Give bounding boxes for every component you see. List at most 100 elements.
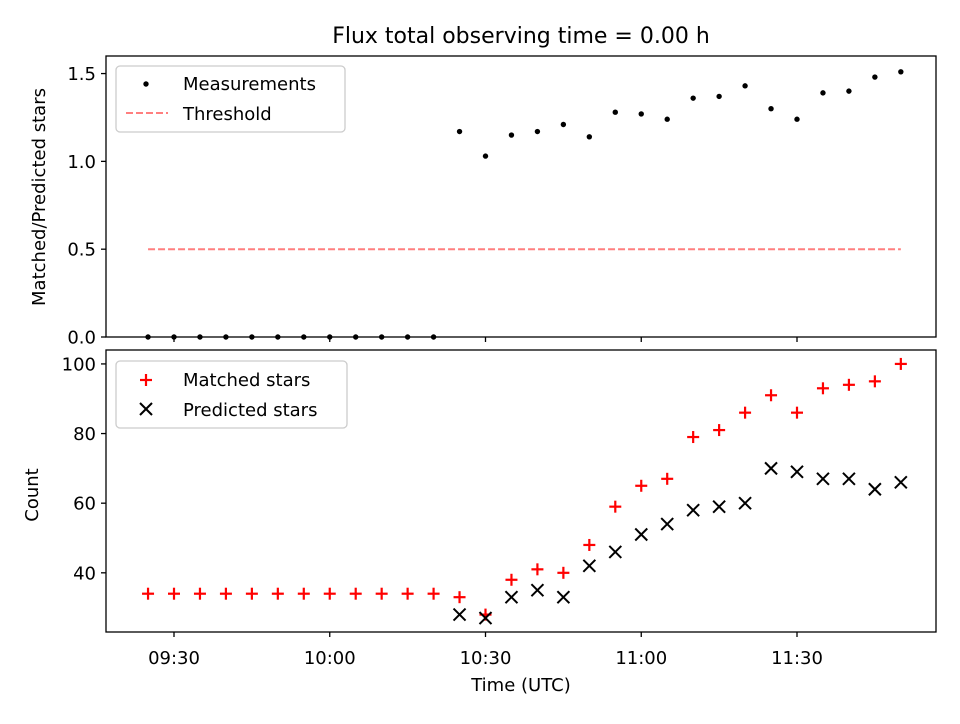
top-axes: Matched/Predicted stars 0.0 0.5 1.0 1.5 Mea… [29, 55, 937, 349]
predicted-star-point [660, 517, 674, 531]
predicted-star-point [556, 590, 571, 604]
bottom-y-ticks: 40 60 80 100 [62, 354, 106, 584]
bottom-y-tick-label: 60 [73, 494, 96, 515]
matched-star-point [713, 424, 726, 437]
matched-star-point [557, 566, 570, 579]
matched-star-point [635, 479, 648, 492]
matched-star-point [791, 406, 803, 419]
bottom-x-tick-label: 11:00 [615, 648, 667, 669]
predicted-star-point [790, 465, 804, 479]
predicted-star-stroke [712, 499, 726, 514]
matched-star-point [323, 587, 336, 600]
matched-star-point [453, 591, 466, 604]
predicted-star-stroke [764, 461, 778, 476]
predicted-star-point [582, 559, 597, 573]
top-chart-title: Flux total observing time = 0.00 h [332, 24, 710, 49]
matched-star-point [219, 587, 232, 600]
matched-star-point [687, 431, 700, 444]
predicted-star-stroke [868, 482, 882, 496]
bottom-y-tick-label: 40 [73, 563, 96, 584]
predicted-star-point [764, 461, 778, 476]
bottom-axes-frame [105, 349, 937, 633]
matched-star-point [505, 573, 518, 586]
measurement-point [456, 128, 463, 135]
matched-star-point [739, 406, 752, 419]
measurement-point [560, 121, 567, 128]
matched-star-point [349, 587, 362, 600]
measurement-point [742, 83, 748, 89]
bottom-x-tick-label: 11:30 [771, 648, 823, 669]
predicted-star-stroke [504, 590, 519, 604]
predicted-star-stroke [582, 559, 597, 573]
measurement-point [534, 128, 541, 135]
predicted-star-stroke [816, 472, 830, 486]
matched-star-point [427, 587, 440, 600]
predicted-star-point [842, 472, 856, 486]
legend-threshold-label: Threshold [182, 104, 272, 125]
predicted-star-point [816, 472, 830, 486]
matched-star-point [531, 563, 544, 576]
bottom-y-tick-label: 80 [73, 424, 96, 445]
matched-star-point [142, 587, 155, 600]
bottom-x-tick-label: 10:00 [304, 648, 356, 669]
bottom-x-axis-label: Time (UTC) [470, 675, 571, 696]
predicted-star-stroke [790, 465, 804, 479]
matched-star-point [401, 587, 414, 600]
matched-star-point [609, 500, 622, 513]
top-y-tick-label: 0.0 [67, 328, 96, 349]
predicted-star-stroke [452, 607, 467, 622]
predicted-star-point [608, 545, 622, 559]
legend-measurements-marker [143, 81, 149, 87]
bottom-legend-box [115, 360, 348, 429]
matched-star-point [816, 382, 829, 395]
predicted-star-point [712, 499, 726, 514]
legend-predicted-marker [139, 402, 153, 416]
measurement-point [768, 105, 774, 112]
measurement-point [716, 93, 722, 100]
predicted-star-stroke [842, 472, 856, 486]
measurement-point [586, 134, 593, 140]
measurement-point [846, 88, 852, 94]
predicted-star-point [452, 607, 467, 622]
top-y-tick-label: 0.5 [67, 240, 96, 261]
matched-star-point [375, 587, 388, 600]
predicted-star-point [634, 527, 648, 542]
top-y-tick-label: 1.0 [67, 152, 96, 173]
bottom-x-ticks: 09:30 10:00 10:30 11:00 11:30 [148, 632, 823, 669]
bottom-x-tick-label: 09:30 [148, 648, 200, 669]
predicted-star-point [894, 475, 908, 490]
predicted-star-stroke [608, 545, 622, 559]
measurement-point [898, 69, 904, 75]
predicted-star-stroke [686, 503, 700, 517]
predicted-star-stroke [660, 517, 674, 531]
top-y-tick-label: 1.5 [67, 64, 96, 85]
top-legend: Measurements Threshold [115, 65, 346, 133]
bottom-legend: Matched stars Predicted stars [115, 360, 348, 429]
matched-star-point [765, 389, 778, 402]
predicted-star-point [868, 482, 882, 496]
legend-predicted-label: Predicted stars [183, 400, 317, 421]
predicted-star-stroke [894, 475, 908, 490]
predicted-star-point [686, 503, 700, 517]
matched-star-point [245, 587, 258, 600]
legend-matched-marker [140, 374, 152, 386]
predicted-star-stroke [530, 583, 545, 597]
measurement-point [872, 74, 878, 80]
bottom-y-tick-label: 100 [62, 354, 96, 375]
bottom-plot-marks [142, 357, 908, 625]
matched-star-point [842, 378, 855, 391]
bottom-y-axis-label: Count [22, 468, 43, 521]
bottom-x-tick-label: 10:30 [460, 648, 512, 669]
legend-measurements-label: Measurements [183, 74, 316, 95]
matched-star-point [168, 587, 180, 600]
predicted-star-point [504, 590, 519, 604]
predicted-star-stroke [738, 496, 752, 510]
matched-star-point [297, 587, 310, 600]
measurement-point [612, 109, 618, 115]
matched-star-point [868, 375, 881, 388]
measurement-point [638, 111, 644, 117]
predicted-star-point [478, 611, 493, 625]
matched-star-point [661, 472, 674, 485]
top-y-axis-label: Matched/Predicted stars [29, 88, 50, 306]
